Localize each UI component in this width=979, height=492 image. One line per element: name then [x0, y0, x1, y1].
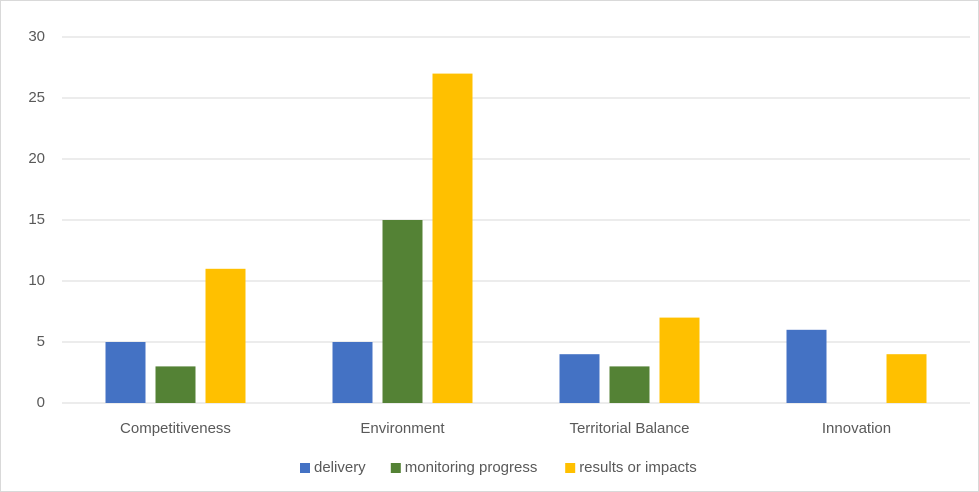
- bar: [105, 342, 146, 403]
- y-tick-label: 20: [28, 150, 45, 167]
- bar: [786, 329, 827, 403]
- x-tick-label: Innovation: [822, 420, 891, 437]
- bar: [155, 366, 196, 403]
- bar: [205, 268, 246, 403]
- y-tick-label: 0: [37, 394, 45, 411]
- x-tick-label: Environment: [360, 420, 445, 437]
- legend-label: delivery: [314, 459, 366, 476]
- y-tick-label: 10: [28, 272, 45, 289]
- legend-swatch: [565, 463, 576, 473]
- bar: [432, 73, 473, 403]
- x-tick-label: Competitiveness: [120, 420, 231, 437]
- legend-label: results or impacts: [579, 459, 697, 476]
- legend-label: monitoring progress: [405, 459, 538, 476]
- bar: [886, 354, 927, 403]
- bar: [609, 366, 650, 403]
- bar: [559, 354, 600, 403]
- legend-swatch: [390, 463, 401, 473]
- y-tick-label: 25: [28, 89, 45, 106]
- y-tick-label: 30: [28, 28, 45, 45]
- legend-swatch: [300, 463, 310, 473]
- y-tick-label: 15: [28, 211, 45, 228]
- bar: [659, 317, 700, 403]
- bar: [332, 342, 373, 403]
- bar: [382, 220, 423, 403]
- y-tick-label: 5: [37, 333, 45, 350]
- x-tick-label: Territorial Balance: [569, 420, 689, 437]
